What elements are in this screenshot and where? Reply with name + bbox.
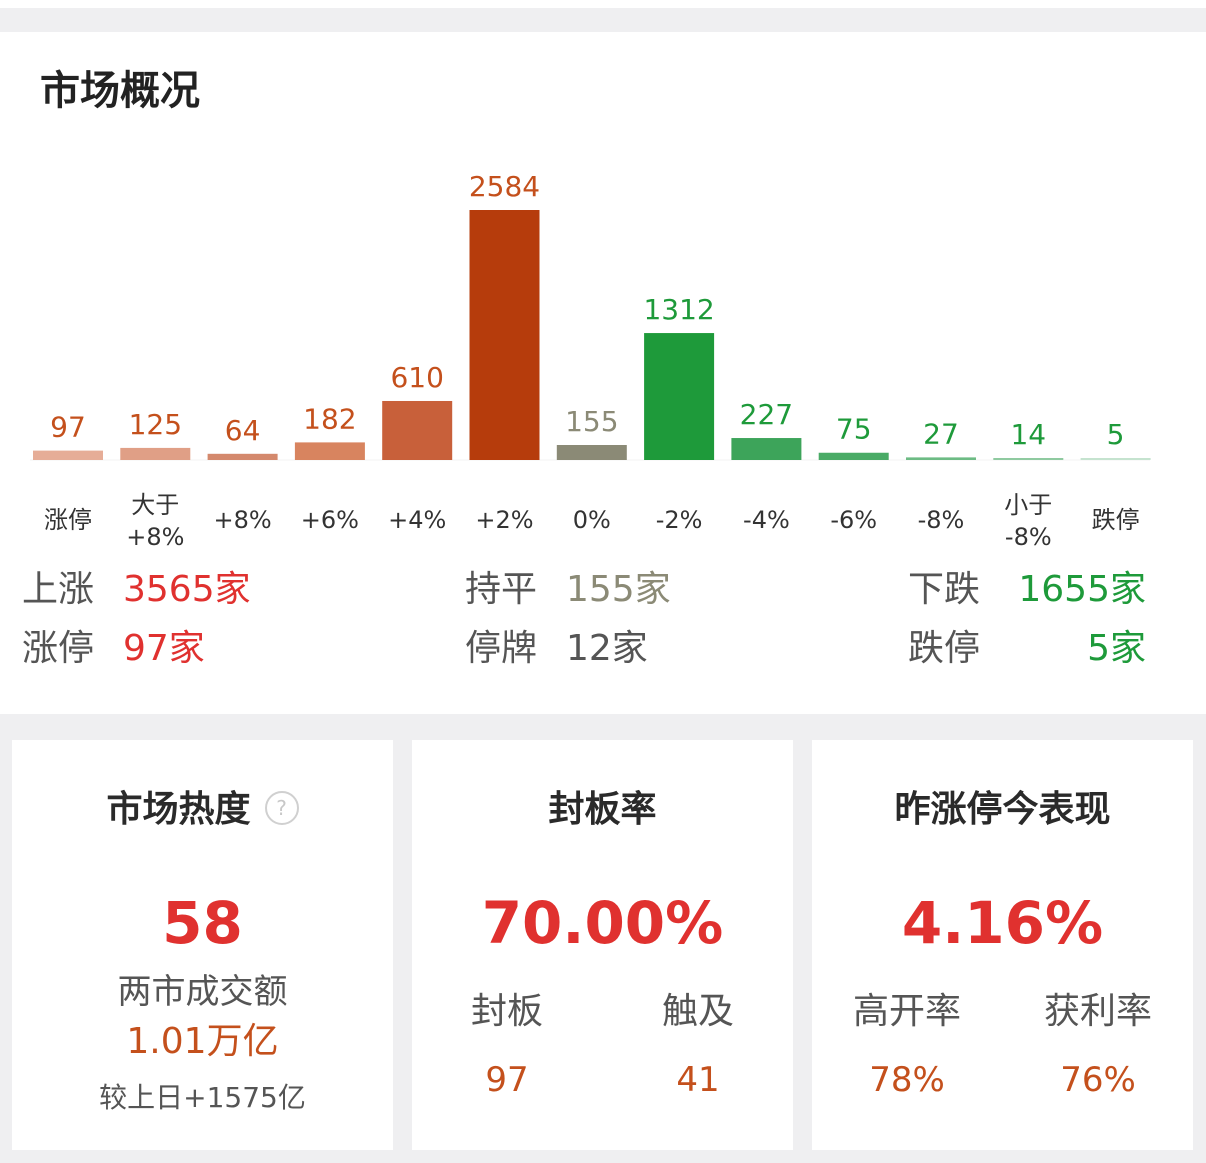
chart-data-label: 5 <box>1107 418 1125 451</box>
touched-value: 41 <box>676 1060 720 1100</box>
turnover-label: 两市成交额 <box>117 972 288 1012</box>
high-open-value: 78% <box>869 1060 945 1100</box>
down-label: 下跌 <box>908 569 981 610</box>
chart-tick-label: 跌停 <box>1092 506 1140 534</box>
chart-bar[interactable] <box>993 458 1064 460</box>
chart-data-label: 97 <box>50 411 86 444</box>
yesterday-title: 昨涨停今表现 <box>894 789 1111 830</box>
profit-label: 获利率 <box>1043 991 1152 1032</box>
chart-tick-label: -4% <box>743 506 790 534</box>
turnover-compare: 较上日+1575亿 <box>12 1078 393 1118</box>
chart-tick-label: +2% <box>475 506 533 534</box>
chart-tick-label: 0% <box>573 506 611 534</box>
chart-tick-label: 大于+8% <box>126 491 184 551</box>
chart-bar[interactable] <box>294 442 365 460</box>
profit-value: 76% <box>1060 1060 1136 1100</box>
chart-bar[interactable] <box>33 450 103 460</box>
chart-bar[interactable] <box>906 457 976 460</box>
flat-label: 持平 <box>465 569 538 610</box>
up-value: 3565家 <box>123 569 251 610</box>
distribution-bar-chart: 97 涨停 125 大于+8% 64 +8% 182 +6% 610 +4% 2584 +2% 155 0… <box>30 170 1151 551</box>
limit-up-label: 涨停 <box>22 628 95 669</box>
chart-data-label: 14 <box>1010 418 1046 451</box>
suspended-value: 12家 <box>566 628 648 669</box>
chart-tick-label: +8% <box>214 506 272 534</box>
chart-tick-label: 小于-8% <box>1004 491 1052 551</box>
limit-up-value: 97家 <box>123 628 205 669</box>
turnover-compare-text: 较上日+1575亿 <box>99 1081 306 1114</box>
turnover-value: 1.01万亿 <box>126 1021 279 1062</box>
limit-down-value: 5家 <box>1087 628 1146 669</box>
chart-bar[interactable] <box>644 333 715 460</box>
market-heat-title-text: 市场热度 <box>106 789 251 830</box>
chart-tick-label: -8% <box>918 506 965 534</box>
chart-data-label: 64 <box>225 414 261 447</box>
chart-tick-label: +6% <box>301 506 359 534</box>
chart-bar[interactable] <box>469 210 540 460</box>
chart-data-label: 125 <box>129 408 182 441</box>
chart-bar[interactable] <box>731 438 802 460</box>
high-open-label: 高开率 <box>852 991 961 1032</box>
chart-bar[interactable] <box>207 453 278 460</box>
up-label: 上涨 <box>22 569 95 610</box>
market-heat-value: 58 <box>162 889 243 957</box>
chart-tick-label: -6% <box>830 506 877 534</box>
chart-tick-label: -2% <box>656 506 703 534</box>
market-heat-title: 市场热度? <box>12 788 393 832</box>
sealed-value: 97 <box>485 1060 529 1100</box>
chart-bar[interactable] <box>556 445 627 460</box>
chart-data-label: 227 <box>740 398 793 431</box>
chart-bar[interactable] <box>382 400 453 460</box>
seal-rate-title: 封板率 <box>548 789 657 830</box>
chart-tick-label: 涨停 <box>44 506 92 534</box>
market-overview-panel: 市场概况 97 涨停 125 大于+8% 64 +8% 182 +6% 610 +4% 2584 +2… <box>0 32 1206 714</box>
chart-data-label: 182 <box>303 402 356 435</box>
down-value: 1655家 <box>1018 569 1146 610</box>
chart-bar[interactable] <box>120 447 191 460</box>
chart-tick-label: +4% <box>388 506 446 534</box>
limit-down-label: 跌停 <box>908 628 981 669</box>
yesterday-value: 4.16% <box>901 889 1104 957</box>
seal-rate-card[interactable]: 封板率 70.00% 封板 触及 97 41 <box>412 740 793 1150</box>
help-icon[interactable]: ? <box>264 791 299 825</box>
chart-data-label: 610 <box>390 361 443 394</box>
chart-data-label: 75 <box>836 413 872 446</box>
chart-bar[interactable] <box>818 452 889 460</box>
top-strip <box>0 0 1206 8</box>
chart-bar[interactable] <box>1080 458 1151 460</box>
market-heat-card[interactable]: 市场热度? 58 两市成交额 1.01万亿 较上日+1575亿 <box>12 740 393 1150</box>
chart-data-label: 155 <box>565 405 618 438</box>
yesterday-limit-up-card[interactable]: 昨涨停今表现 4.16% 高开率 获利率 78% 76% <box>812 740 1193 1150</box>
chart-data-label: 1312 <box>643 293 714 326</box>
chart-data-label: 2584 <box>469 170 540 203</box>
touched-label: 触及 <box>661 991 734 1032</box>
section-title: 市场概况 <box>40 68 200 114</box>
seal-rate-value: 70.00% <box>481 889 724 957</box>
suspended-label: 停牌 <box>465 628 538 669</box>
sealed-label: 封板 <box>470 991 543 1032</box>
chart-data-label: 27 <box>923 417 959 450</box>
flat-value: 155家 <box>566 569 671 610</box>
